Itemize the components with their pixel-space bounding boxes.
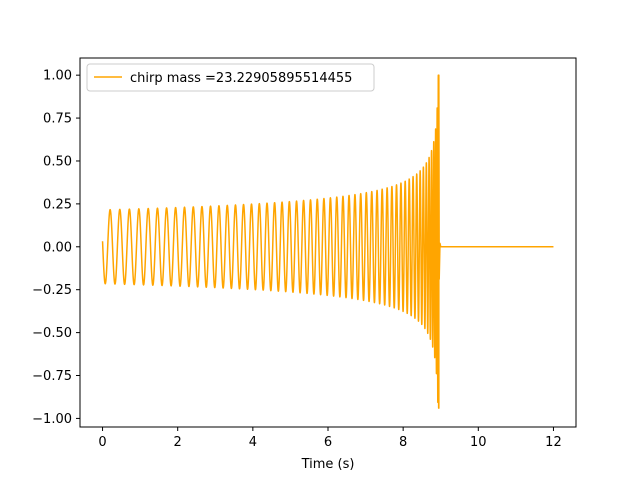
x-tick-label: 0 (98, 435, 106, 450)
x-tick-label: 12 (545, 435, 562, 450)
series-line-chirp-signal (101, 74, 554, 409)
y-tick-label: 0.25 (43, 197, 72, 212)
x-axis-label: Time (s) (301, 457, 355, 472)
y-tick-label: −1.00 (32, 412, 72, 427)
x-tick-label: 4 (249, 435, 257, 450)
x-tick-label: 10 (470, 435, 487, 450)
y-tick-label: 0.50 (43, 154, 72, 169)
y-axis-ticks: −1.00 −0.75 −0.50 −0.25 0.00 0.25 0.50 0.75 1.00 (32, 69, 80, 427)
y-tick-label: 0.75 (43, 112, 72, 127)
y-tick-label: 0.00 (43, 240, 72, 255)
legend: chirp mass =23.22905895514455 (86, 63, 375, 92)
x-tick-label: 6 (324, 435, 332, 450)
y-tick-label: 1.00 (43, 69, 72, 84)
legend-box (86, 63, 375, 92)
legend-entry-label: chirp mass =23.22905895514455 (130, 71, 352, 86)
y-tick-label: −0.50 (32, 326, 72, 341)
x-axis-ticks: 0 2 4 6 8 10 12 (98, 427, 562, 450)
x-tick-label: 8 (399, 435, 407, 450)
y-tick-label: −0.25 (32, 283, 72, 298)
plot-area (101, 74, 554, 409)
x-tick-label: 2 (174, 435, 182, 450)
y-tick-label: −0.75 (32, 369, 72, 384)
